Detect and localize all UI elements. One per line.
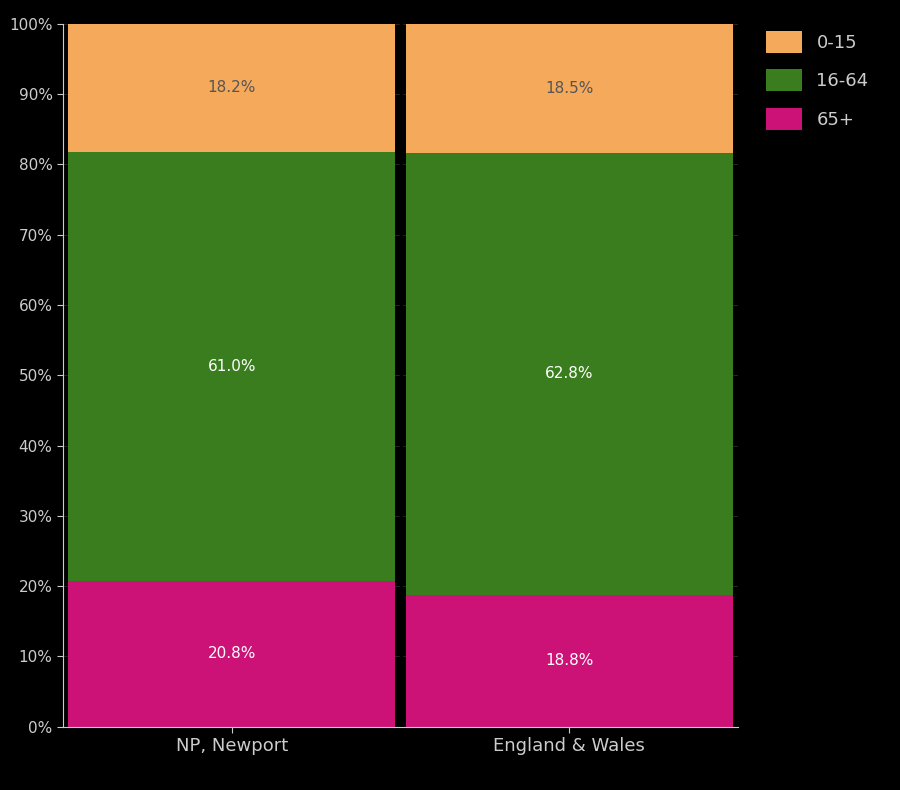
- Legend: 0-15, 16-64, 65+: 0-15, 16-64, 65+: [760, 26, 874, 135]
- Text: 20.8%: 20.8%: [208, 646, 256, 661]
- Bar: [406, 153, 733, 595]
- Text: 18.8%: 18.8%: [545, 653, 593, 668]
- Bar: [406, 23, 733, 153]
- Text: 18.5%: 18.5%: [545, 81, 593, 96]
- Bar: [68, 152, 395, 581]
- Bar: [68, 581, 395, 727]
- Bar: [406, 595, 733, 727]
- Text: 18.2%: 18.2%: [208, 80, 256, 95]
- Text: 62.8%: 62.8%: [545, 367, 593, 382]
- Text: 61.0%: 61.0%: [208, 359, 256, 374]
- Bar: [68, 24, 395, 152]
